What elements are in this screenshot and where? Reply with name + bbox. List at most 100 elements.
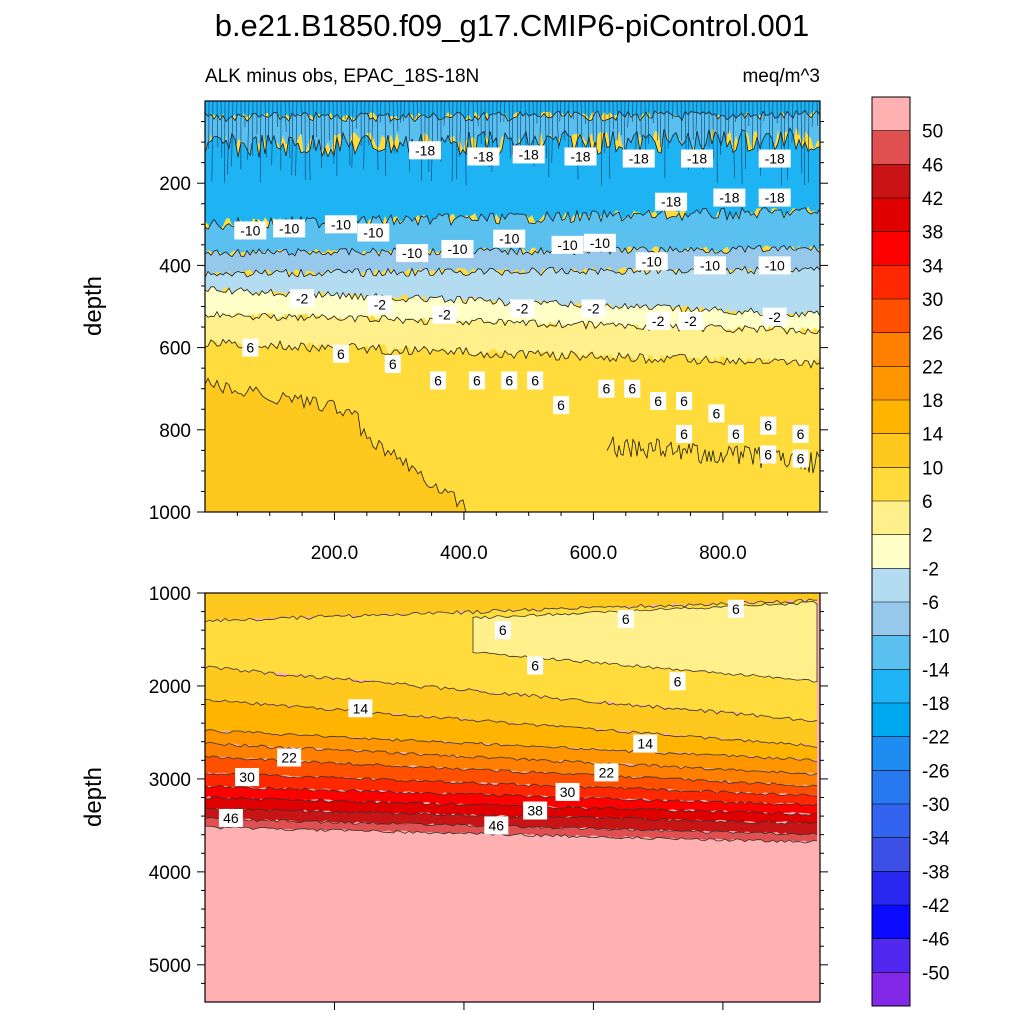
top-surface-contour: [412, 101, 415, 122]
contour-label-bg: [357, 223, 390, 242]
top-surface-contour: [227, 101, 230, 175]
bottom-y-tick-label: 1000: [149, 584, 191, 605]
contour-label-bg: [384, 355, 401, 374]
top-surface-contour: [800, 101, 803, 174]
colorbar-swatch: [872, 972, 910, 1007]
top-surface-contour: [431, 101, 434, 181]
top-surface-contour: [396, 101, 399, 132]
subtitle-units: meq/m^3: [742, 66, 820, 87]
contour-label-bg: [277, 748, 302, 767]
top-surface-contour: [695, 101, 698, 131]
bottom-contour-line: [205, 755, 818, 788]
contour-label-text: 6: [797, 451, 805, 467]
contour-label-text: 6: [246, 340, 254, 356]
colorbar-swatch: [872, 568, 910, 603]
contour-label: 6: [598, 379, 615, 398]
contour-label-bg: [234, 221, 267, 240]
contour-label-bg: [633, 734, 658, 753]
bottom-contour-line: [205, 741, 818, 776]
contour-label-bg: [218, 808, 243, 827]
contour-label-bg: [758, 188, 791, 207]
top-surface-contour: [700, 101, 703, 154]
bottom-contour-line: [205, 825, 818, 844]
top-surface-contour: [312, 101, 315, 150]
top-surface-contour: [295, 101, 298, 176]
contour-label-bg: [564, 147, 597, 166]
contour-label-bg: [792, 449, 809, 468]
top-surface-contour: [443, 101, 446, 126]
contour-label-text: 6: [337, 346, 345, 362]
colorbar-label: -10: [922, 627, 949, 648]
contour-label-bg: [551, 235, 584, 254]
contour-label: 6: [242, 338, 259, 357]
top-surface-contour: [451, 101, 454, 182]
colorbar-label: 42: [922, 189, 943, 210]
contour-label-bg: [235, 768, 260, 787]
top-surface-contour: [780, 101, 782, 186]
contour-label: 14: [633, 734, 658, 753]
colorbar-label: -2: [922, 559, 939, 580]
contour-label-bg: [348, 699, 373, 718]
bottom-band: [205, 807, 817, 836]
colorbar-swatch: [872, 837, 910, 872]
contour-label: 6: [501, 371, 518, 390]
colorbar: 50 46 42 38 34 30 26 22 18 14 10 6 2 -2 -6 -10 -14 -18 -22…: [871, 96, 950, 1007]
contour-label-text: 6: [389, 356, 397, 372]
top-surface-contour: [756, 101, 759, 152]
contour-label-text: -2: [296, 290, 309, 306]
colorbar-label: 50: [922, 122, 943, 143]
contour-label-text: 14: [353, 700, 369, 716]
contour-label-bg: [273, 219, 306, 238]
bottom-band: [205, 593, 820, 623]
top-x-tick-label: 400.0: [440, 543, 488, 564]
top-y-tick-label: 800: [159, 421, 191, 442]
colorbar-swatch: [872, 804, 910, 839]
contour-label-text: 30: [239, 769, 255, 785]
contour-label-bg: [760, 445, 777, 464]
contour-label: -18: [713, 188, 746, 207]
contour-label-text: -18: [570, 148, 590, 164]
contour-label-text: 6: [434, 372, 442, 388]
bottom-contour-line: [205, 784, 818, 807]
colorbar-swatch: [872, 332, 910, 367]
contour-label-text: -18: [629, 151, 649, 167]
contour-label-bg: [324, 215, 357, 234]
colorbar-label: -18: [922, 694, 949, 715]
colorbar-label: -38: [922, 862, 949, 883]
colorbar-swatch: [872, 164, 910, 199]
top-surface-contour: [732, 101, 735, 178]
contour-label-text: -10: [700, 257, 720, 273]
colorbar-label: -6: [922, 593, 939, 614]
contour-label-text: 6: [499, 622, 507, 638]
contour-label-text: -2: [652, 313, 665, 329]
top-surface-contour: [660, 101, 662, 148]
colorbar-label: 14: [922, 425, 944, 446]
top-y-tick-label: 400: [159, 256, 191, 277]
bottom-band: [205, 796, 817, 825]
contour-label-bg: [762, 307, 787, 326]
top-surface-contour: [499, 101, 502, 123]
colorbar-label: 2: [922, 526, 933, 547]
colorbar-swatch: [872, 534, 910, 569]
contour-label: -10: [441, 239, 474, 258]
top-surface-contour: [384, 101, 387, 176]
top-surface-contour: [511, 101, 514, 155]
top-surface-contour: [771, 101, 774, 156]
contour-label: 6: [617, 610, 634, 629]
contour-label: -2: [678, 311, 703, 330]
top-surface-contour: [284, 101, 287, 132]
top-surface-contour: [811, 101, 814, 127]
colorbar-swatch: [872, 871, 910, 906]
top-contour-line: [606, 436, 820, 474]
contour-label-bg: [727, 424, 744, 443]
colorbar-label: 26: [922, 324, 943, 345]
contour-label-text: 6: [505, 372, 513, 388]
top-y-tick-label: 600: [159, 339, 191, 360]
bottom-panel: 6 6 6 6 6 14 14 22 22 30 30 38 46 46 1000 2000 3000 4000…: [80, 584, 828, 1010]
top-band-neg6: [205, 266, 820, 317]
colorbar-swatch: [872, 265, 910, 300]
colorbar-label: 22: [922, 357, 943, 378]
colorbar-swatch: [872, 130, 910, 165]
top-surface-contour: [408, 101, 410, 172]
